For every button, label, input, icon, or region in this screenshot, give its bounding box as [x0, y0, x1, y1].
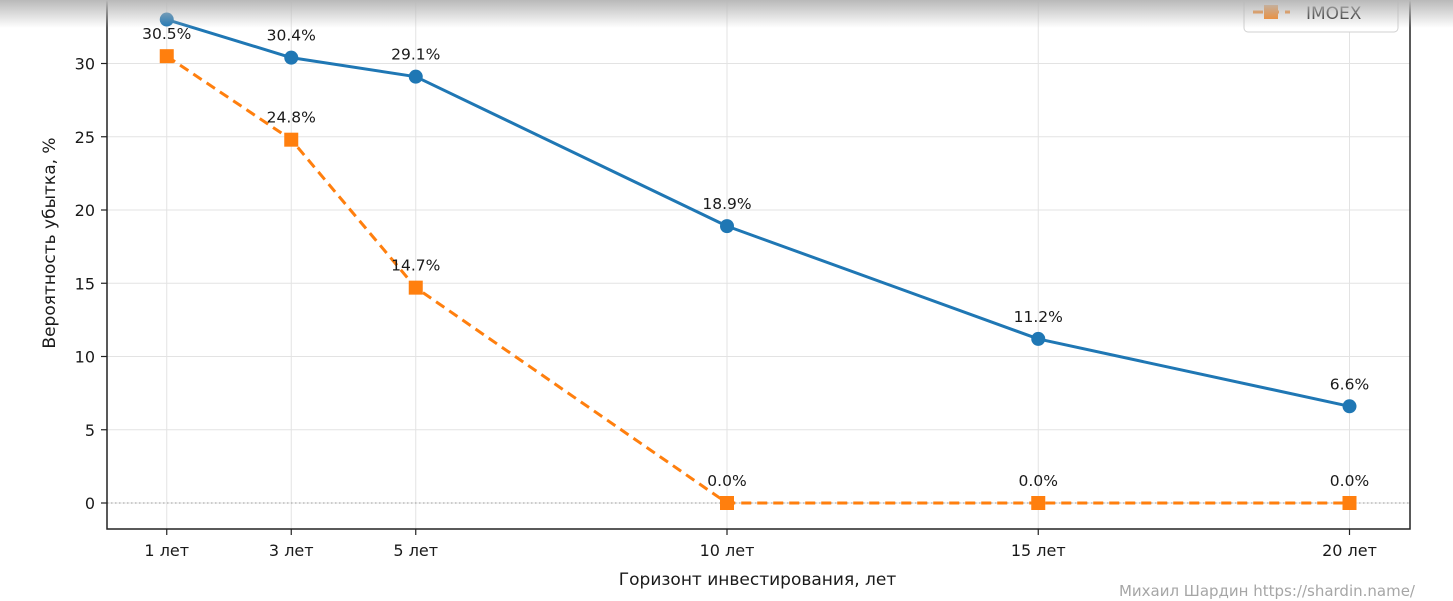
y-tick-label: 25 — [75, 128, 95, 147]
data-point — [284, 50, 299, 65]
data-point — [159, 49, 174, 64]
data-label: 30.5% — [142, 25, 191, 43]
data-point — [408, 280, 423, 295]
grid — [107, 0, 1410, 529]
data-label: 29.1% — [391, 46, 440, 64]
data-point — [720, 219, 734, 234]
y-tick-label: 20 — [75, 201, 95, 220]
x-tick-label: 20 лет — [1322, 541, 1377, 560]
data-point — [284, 132, 299, 147]
data-label: 11.2% — [1014, 308, 1063, 326]
data-label: 0.0% — [1330, 472, 1369, 490]
legend-label-imoex: IMOEX — [1306, 4, 1362, 24]
series-line — [166, 18, 1350, 408]
data-label: 6.6% — [1330, 375, 1369, 393]
series-layer — [159, 12, 1357, 510]
data-point — [408, 69, 423, 84]
y-axis-label: Вероятность убытка, % — [40, 137, 60, 348]
data-point — [1031, 496, 1046, 510]
x-tick-label: 5 лет — [393, 541, 438, 560]
data-point — [720, 496, 734, 510]
data-point — [1342, 399, 1357, 414]
x-tick-label: 10 лет — [700, 541, 755, 560]
data-point — [1342, 496, 1357, 510]
legend-marker-imoex — [1264, 5, 1278, 19]
x-tick-label: 3 лет — [269, 541, 314, 560]
y-tick-label: 5 — [85, 421, 95, 440]
y-axis-ticks: 0 5 10 15 20 25 30 — [75, 55, 107, 513]
y-tick-label: 10 — [75, 348, 95, 367]
data-label: 30.4% — [267, 27, 316, 45]
x-tick-label: 1 лет — [144, 541, 189, 560]
series-primary — [159, 12, 1357, 414]
data-labels: 30.4% 29.1% 18.9% 11.2% 6.6% 30.5% 24.8% 14.7% 0… — [142, 25, 1369, 490]
y-tick-label: 30 — [75, 55, 95, 74]
data-label: 0.0% — [1019, 472, 1058, 490]
data-point — [1031, 331, 1046, 346]
x-axis-label: Горизонт инвестирования, лет — [619, 570, 897, 590]
series-imoex — [159, 49, 1357, 510]
x-axis-ticks: 1 лет 3 лет 5 лет 10 лет 15 лет 20 лет — [144, 529, 1377, 560]
y-tick-label: 15 — [75, 274, 95, 293]
data-label: 0.0% — [707, 472, 746, 490]
data-label: 14.7% — [391, 257, 440, 275]
legend: IMOEX — [1243, 0, 1399, 33]
data-label: 24.8% — [267, 109, 316, 127]
watermark-text: Михаил Шардин https://shardin.name/ — [1119, 582, 1416, 600]
y-tick-label: 0 — [85, 494, 95, 513]
x-tick-label: 15 лет — [1011, 541, 1066, 560]
series-line — [165, 54, 1350, 505]
plot-frame — [106, 0, 1411, 530]
data-label: 18.9% — [702, 195, 751, 213]
